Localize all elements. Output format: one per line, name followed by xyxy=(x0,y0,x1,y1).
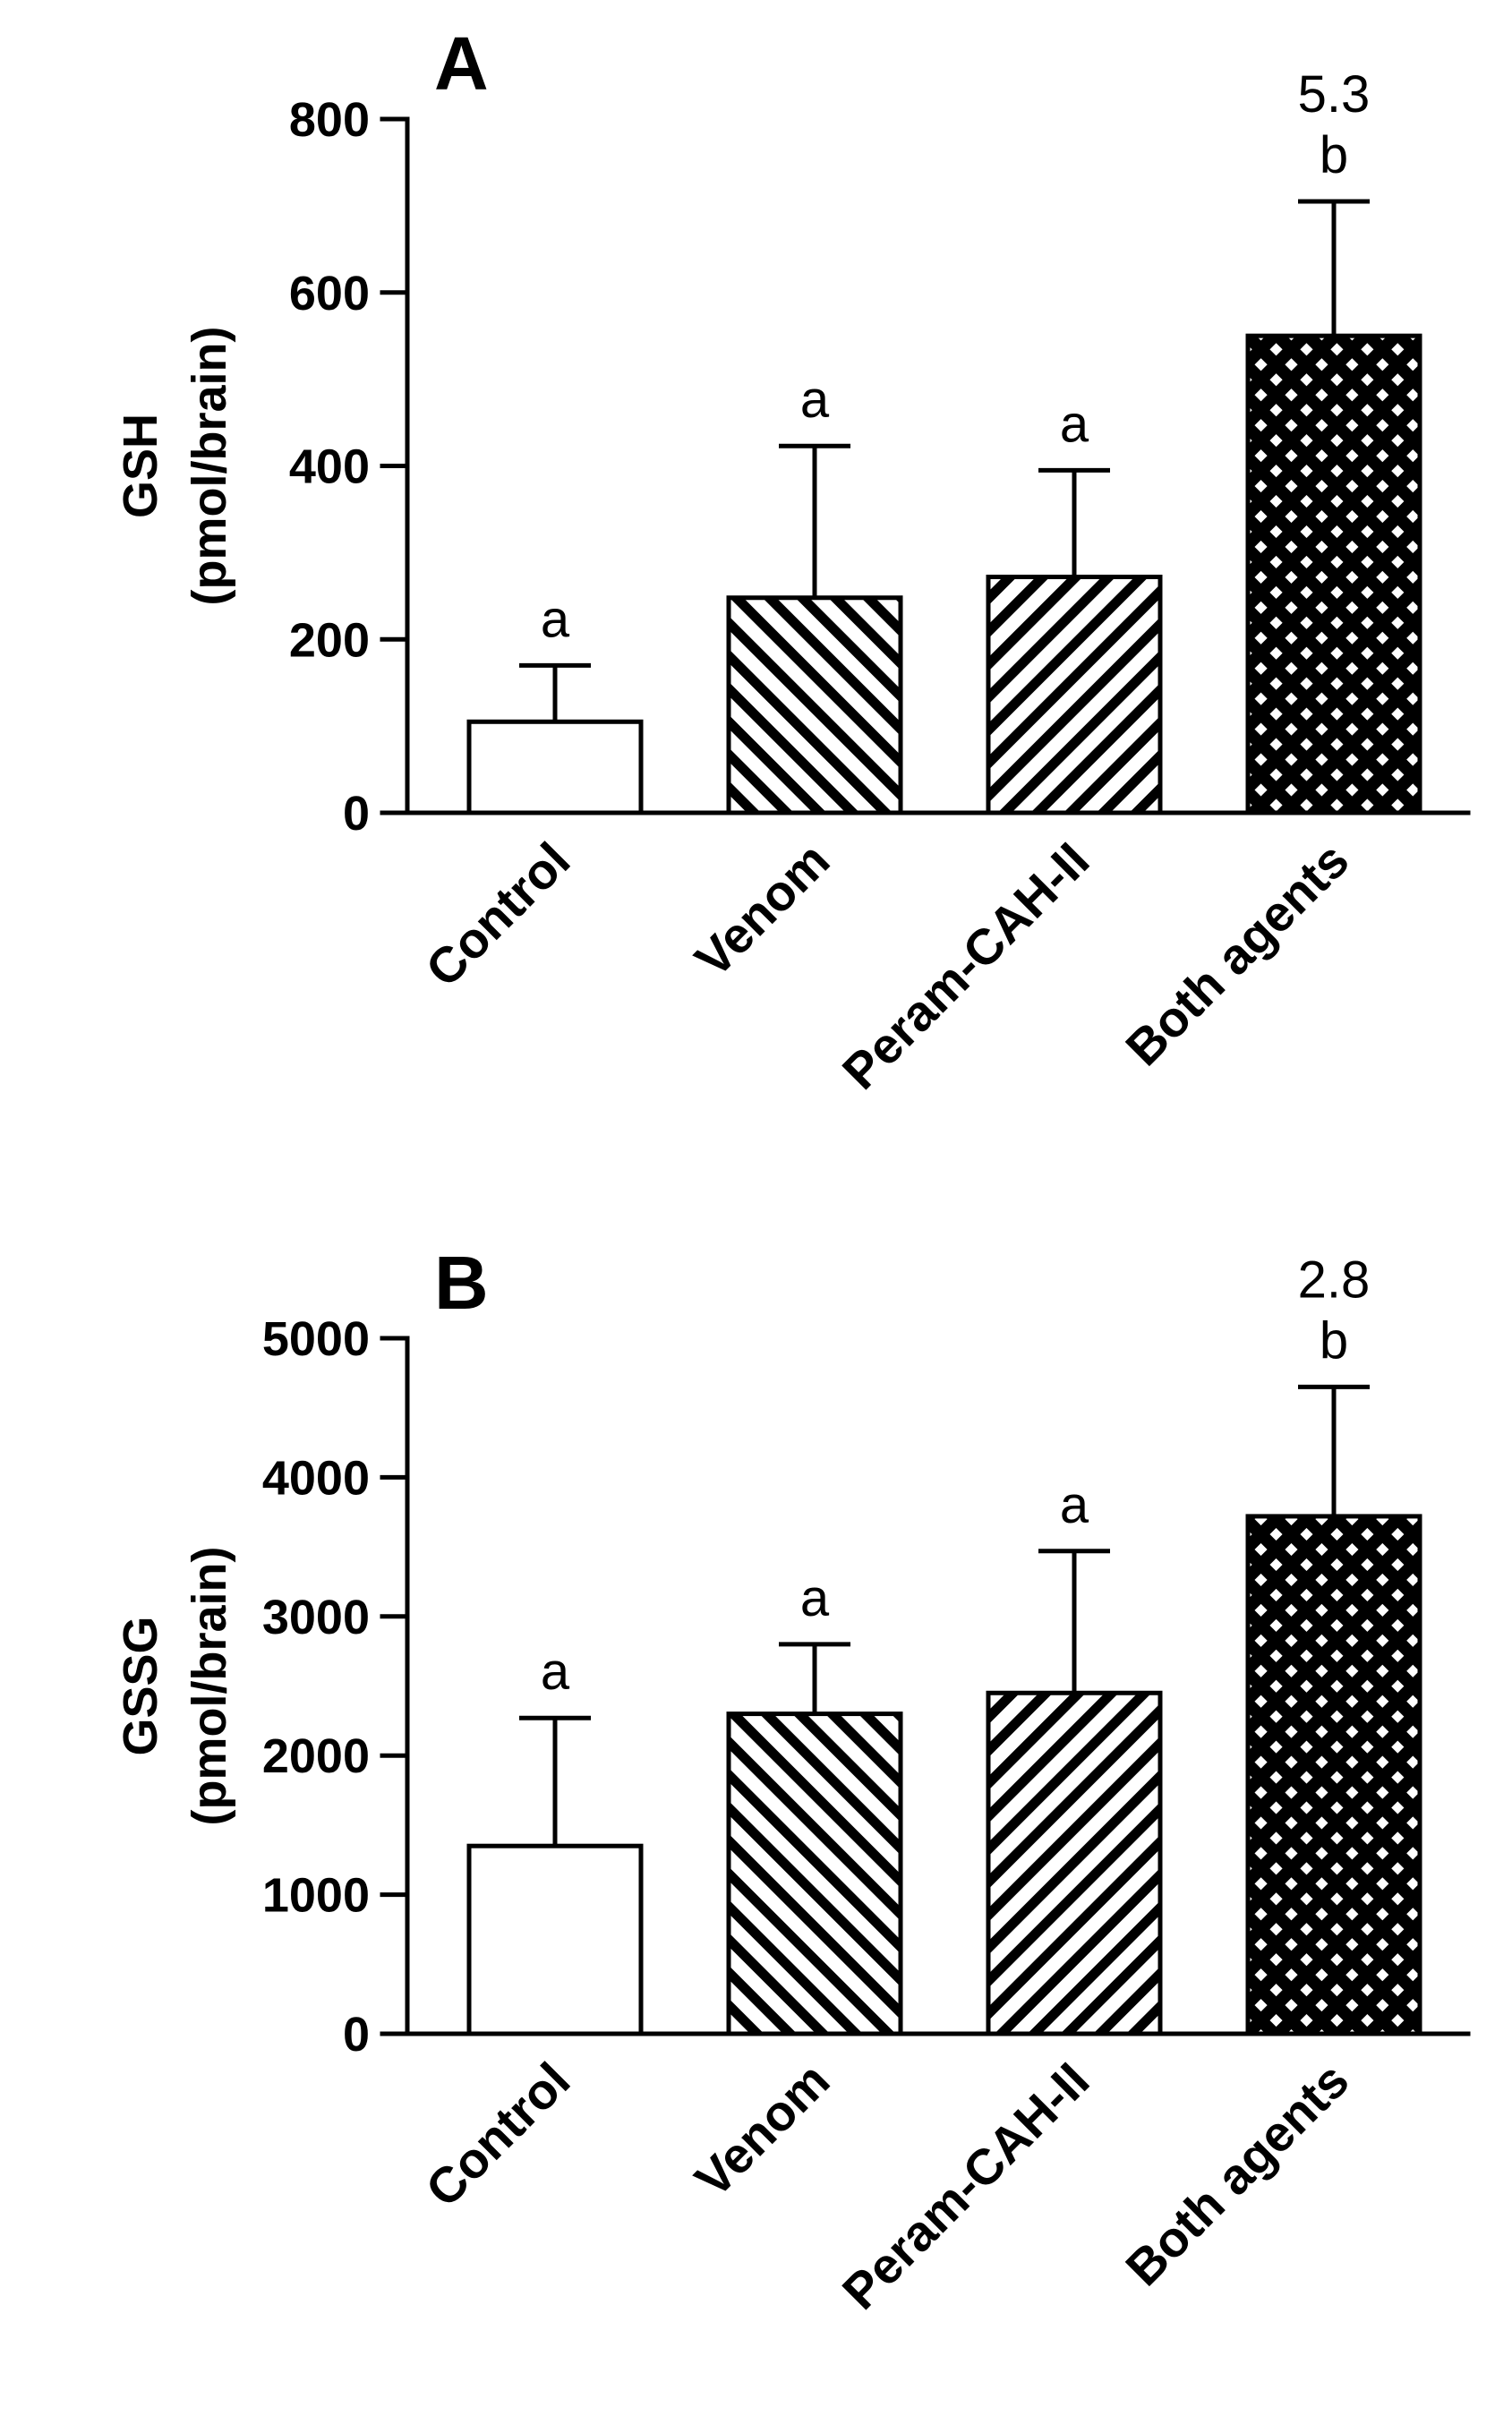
y-tick-label: 2000 xyxy=(262,1729,370,1783)
y-axis-label: GSH xyxy=(114,414,167,518)
x-category-label: Both agents xyxy=(1115,832,1359,1076)
y-tick-label: 4000 xyxy=(262,1451,370,1505)
fold-change-annotation: 2.8 xyxy=(1298,1251,1371,1309)
bar-venom xyxy=(726,1712,903,2036)
x-category-label: Venom xyxy=(684,2052,840,2207)
y-axis-label: (pmol/brain) xyxy=(183,1547,236,1826)
significance-letter: b xyxy=(1320,1311,1348,1370)
x-category-label: Control xyxy=(414,2052,580,2217)
y-tick-label: 5000 xyxy=(262,1312,370,1366)
panel-label: A xyxy=(434,21,489,106)
significance-letter: a xyxy=(541,1643,570,1701)
bar-control xyxy=(466,1843,644,2036)
significance-letter: a xyxy=(1060,1476,1089,1534)
y-tick-label: 600 xyxy=(289,267,370,320)
x-category-label: Control xyxy=(414,832,580,997)
y-tick-label: 200 xyxy=(289,613,370,667)
y-axis-label: GSSG xyxy=(114,1616,167,1755)
y-tick-label: 1000 xyxy=(262,1869,370,1923)
y-tick-label: 0 xyxy=(343,2008,370,2062)
significance-letter: a xyxy=(800,371,830,429)
bar-peram-cah-ii xyxy=(986,1690,1163,2036)
significance-letter: a xyxy=(541,590,570,648)
significance-letter: a xyxy=(800,1569,830,1627)
y-tick-label: 800 xyxy=(289,93,370,147)
y-tick-label: 400 xyxy=(289,440,370,494)
y-tick-label: 0 xyxy=(343,787,370,841)
bar-both-agents xyxy=(1245,1514,1422,2036)
y-tick-label: 3000 xyxy=(262,1591,370,1644)
x-category-label: Peram-CAH-II xyxy=(832,2052,1100,2320)
bar-both-agents xyxy=(1245,333,1422,815)
bar-control xyxy=(466,719,644,815)
y-axis-label: (pmol/brain) xyxy=(183,327,236,606)
panel-label: B xyxy=(434,1241,489,1325)
x-category-label: Venom xyxy=(684,832,840,987)
bar-peram-cah-ii xyxy=(986,575,1163,815)
significance-letter: a xyxy=(1060,395,1089,453)
chart-panel-a: A 0 200 400 600 800 GSH (pmol/brain) a Control a Ve… xyxy=(114,21,1471,1100)
x-category-label: Peram-CAH-II xyxy=(832,832,1100,1100)
chart-panel-b: B 0 1000 2000 3000 4000 5000 GSSG (pmol/brain) a C… xyxy=(114,1241,1471,2320)
fold-change-annotation: 5.3 xyxy=(1298,65,1371,124)
x-category-label: Both agents xyxy=(1115,2052,1359,2296)
bar-venom xyxy=(726,595,903,815)
significance-letter: b xyxy=(1320,126,1348,184)
